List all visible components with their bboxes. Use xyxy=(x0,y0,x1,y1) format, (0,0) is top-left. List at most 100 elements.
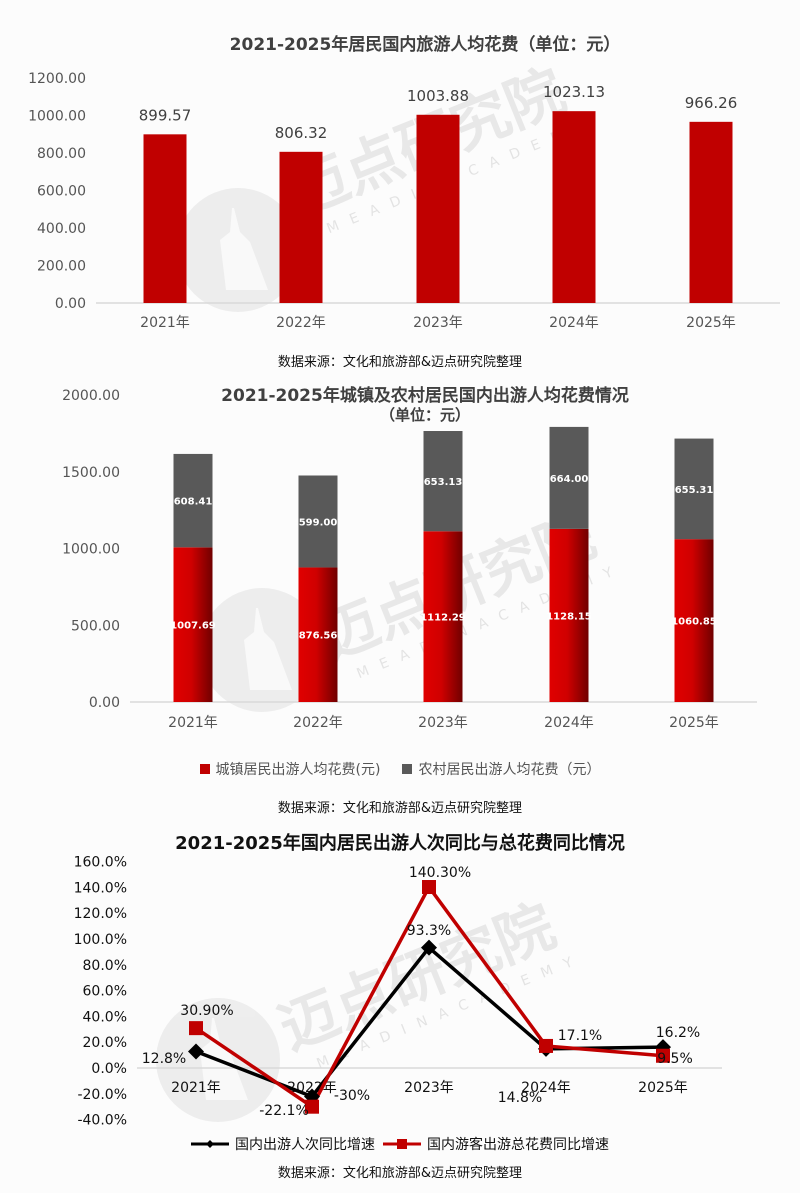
legend-item-urban: 城镇居民出游人均花费(元) xyxy=(199,759,381,779)
legend-label-urban: 城镇居民出游人均花费(元) xyxy=(215,762,381,778)
x-tick-label: 2024年 xyxy=(544,715,594,731)
x-tick-label: 2023年 xyxy=(404,1080,454,1096)
bar-urban-label: 1060.85 xyxy=(671,617,717,628)
bar-urban xyxy=(549,528,589,702)
legend-swatch-urban xyxy=(199,764,210,774)
bar-urban-label: 1112.29 xyxy=(420,613,466,624)
point-label-spending: 30.90% xyxy=(180,1003,233,1019)
x-tick-label: 2023年 xyxy=(418,715,468,731)
bar xyxy=(416,114,460,304)
bar-rural-label: 664.00 xyxy=(550,474,589,485)
bar-rural xyxy=(423,431,463,532)
y-tick-label: 80.0% xyxy=(83,958,127,974)
square-marker-icon xyxy=(422,880,436,895)
bar-urban xyxy=(298,567,338,702)
square-marker-icon xyxy=(656,1048,670,1063)
legend-item-spending: 国内游客出游总花费同比增速 xyxy=(383,1134,609,1154)
bar xyxy=(689,121,733,303)
point-label-trips: 12.8% xyxy=(142,1051,186,1067)
chart-1-title: 2021-2025年居民国内旅游人均花费（单位：元） xyxy=(229,35,621,55)
chart-1-source: 数据来源：文化和旅游部&迈点研究院整理 xyxy=(277,355,523,370)
point-label-trips: 16.2% xyxy=(656,1025,700,1041)
point-label-spending: 140.30% xyxy=(409,865,471,881)
bar-urban xyxy=(173,547,213,702)
y-tick-label: 100.0% xyxy=(74,932,127,948)
bar-urban-label: 876.56 xyxy=(299,631,338,642)
x-tick-label: 2024年 xyxy=(521,1080,571,1096)
chart-2-subtitle: （单位：元） xyxy=(379,406,470,424)
diamond-marker-icon xyxy=(421,939,437,956)
bar-rural xyxy=(674,438,714,540)
point-label-trips: 93.3% xyxy=(407,923,451,939)
bar-rural-label: 608.41 xyxy=(174,497,213,508)
y-tick-label: 500.00 xyxy=(71,618,120,634)
bar xyxy=(279,151,323,303)
chart-3-legend: 国内出游人次同比增速 国内游客出游总花费同比增速 xyxy=(0,1134,800,1154)
bar-rural xyxy=(298,475,338,568)
bar-value-label: 899.57 xyxy=(139,106,192,124)
chart-3-title: 2021-2025年国内居民出游人次同比与总花费同比情况 xyxy=(175,833,625,854)
x-tick-label: 2022年 xyxy=(276,315,326,331)
legend-item-trips: 国内出游人次同比增速 xyxy=(191,1134,375,1154)
y-tick-label: 200.00 xyxy=(37,259,86,275)
point-label-spending: -30% xyxy=(334,1088,370,1104)
x-tick-label: 2024年 xyxy=(549,315,599,331)
x-tick-label: 2023年 xyxy=(413,315,463,331)
bar-rural xyxy=(173,453,213,548)
y-tick-label: 2000.00 xyxy=(62,388,120,404)
legend-label-trips: 国内出游人次同比增速 xyxy=(235,1137,375,1153)
chart-2-panel: 2021-2025年城镇及农村居民国内出游人均花费情况 （单位：元） 迈点研究院… xyxy=(0,386,800,816)
x-tick-label: 2025年 xyxy=(686,315,736,331)
bar-rural-label: 599.00 xyxy=(299,517,338,528)
y-tick-label: 160.0% xyxy=(74,855,127,871)
y-tick-label: 1500.00 xyxy=(62,465,120,481)
x-tick-label: 2021年 xyxy=(171,1080,221,1096)
point-label-spending: 9.5% xyxy=(657,1051,693,1067)
y-tick-label: 1000.00 xyxy=(62,542,120,558)
point-label-trips: -22.1% xyxy=(259,1103,309,1119)
bar-rural-label: 653.13 xyxy=(424,477,463,488)
y-tick-label: -20.0% xyxy=(77,1087,127,1103)
x-tick-label: 2021年 xyxy=(168,715,218,731)
y-tick-label: 400.00 xyxy=(37,221,86,237)
y-tick-label: 140.0% xyxy=(74,880,127,896)
bar-value-label: 1003.88 xyxy=(407,87,469,105)
legend-line-square-icon xyxy=(383,1139,421,1149)
legend-label-rural: 农村居民出游人均花费（元） xyxy=(418,762,601,778)
legend-line-diamond-icon xyxy=(191,1140,229,1148)
bar-value-label: 1023.13 xyxy=(543,83,605,101)
y-tick-label: 600.00 xyxy=(37,184,86,200)
bar-urban-label: 1007.69 xyxy=(170,621,216,632)
legend-label-spending: 国内游客出游总花费同比增速 xyxy=(427,1137,609,1153)
y-tick-label: -40.0% xyxy=(77,1113,127,1129)
x-tick-label: 2021年 xyxy=(140,315,190,331)
chart-2-source: 数据来源：文化和旅游部&迈点研究院整理 xyxy=(277,801,523,816)
chart-2-title: 2021-2025年城镇及农村居民国内出游人均花费情况 xyxy=(221,386,629,406)
bar-rural-label: 655.31 xyxy=(675,485,714,496)
chart-2-legend: 城镇居民出游人均花费(元) 农村居民出游人均花费（元） xyxy=(0,759,800,779)
legend-swatch-rural xyxy=(402,764,413,774)
y-tick-label: 1200.00 xyxy=(28,71,86,87)
legend-item-rural: 农村居民出游人均花费（元） xyxy=(402,759,600,779)
point-label-spending: 17.1% xyxy=(558,1028,602,1044)
y-tick-label: 60.0% xyxy=(83,984,127,1000)
y-tick-label: 20.0% xyxy=(83,1035,127,1051)
x-tick-label: 2022年 xyxy=(293,715,343,731)
bar-value-label: 966.26 xyxy=(685,94,738,112)
bar-urban xyxy=(423,531,463,702)
y-tick-label: 0.00 xyxy=(89,695,120,711)
bar-urban xyxy=(674,539,714,702)
x-tick-label: 2025年 xyxy=(638,1080,688,1096)
bar-value-label: 806.32 xyxy=(275,124,328,142)
bar-rural xyxy=(549,426,589,529)
y-tick-label: 1000.00 xyxy=(28,109,86,125)
y-tick-label: 40.0% xyxy=(83,1009,127,1025)
square-marker-icon xyxy=(539,1038,553,1053)
y-tick-label: 800.00 xyxy=(37,146,86,162)
bar-urban-label: 1128.15 xyxy=(546,611,592,622)
point-label-trips: 14.8% xyxy=(498,1090,542,1106)
